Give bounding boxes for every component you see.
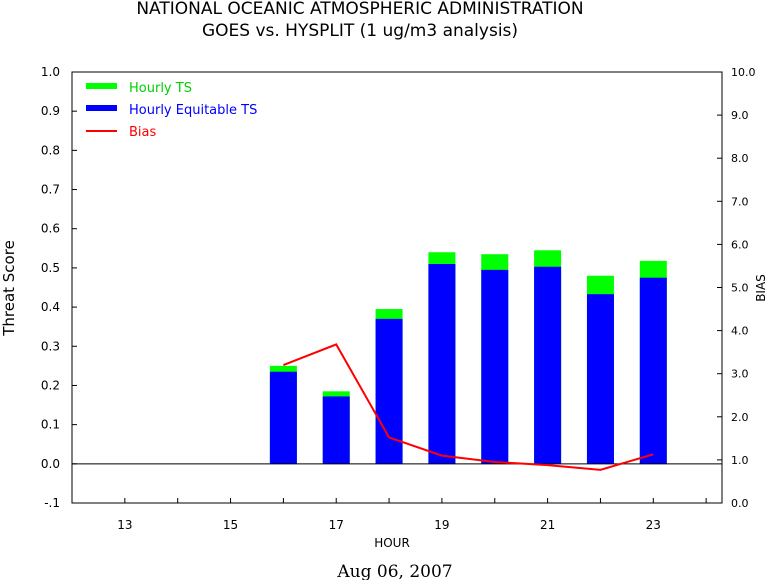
y-tick-label: -.1 bbox=[44, 496, 60, 510]
x-tick-label: 17 bbox=[329, 518, 344, 532]
x-tick-label: 15 bbox=[223, 518, 238, 532]
bias-line bbox=[283, 343, 654, 471]
y2-axis-label: BIAS bbox=[754, 274, 767, 302]
x-tick-label: 19 bbox=[434, 518, 449, 532]
x-tick-label: 21 bbox=[540, 518, 555, 532]
y-tick-label: 0.5 bbox=[41, 261, 60, 275]
bar-hourly-equitable-ts bbox=[534, 266, 562, 464]
y2-tick-label: 0.0 bbox=[731, 497, 749, 510]
date-label: Aug 06, 2007 bbox=[336, 562, 452, 580]
legend-label: Bias bbox=[129, 125, 156, 140]
bias-line-group bbox=[283, 343, 654, 471]
y2-tick-label: 5.0 bbox=[731, 282, 749, 295]
bar-hourly-equitable-ts bbox=[481, 269, 509, 464]
y2-tick-label: 6.0 bbox=[731, 238, 749, 251]
bar-hourly-equitable-ts bbox=[428, 263, 456, 464]
right-axis: 0.0 1.0 2.0 3.0 4.0 5.0 6.0 7.0 8.0 9.0 10.0 bbox=[717, 66, 756, 510]
bar-hourly-equitable-ts bbox=[586, 294, 614, 464]
y2-tick-label: 10.0 bbox=[731, 66, 756, 79]
y-tick-label: 0.2 bbox=[41, 378, 60, 392]
chart-subtitle: GOES vs. HYSPLIT (1 ug/m3 analysis) bbox=[202, 21, 518, 41]
y-tick-label: 0.7 bbox=[41, 183, 60, 197]
y-tick-label: 0.0 bbox=[41, 457, 60, 471]
y-axis-label: Threat Score bbox=[0, 240, 18, 337]
y-tick-label: 0.4 bbox=[41, 300, 60, 314]
y2-tick-label: 8.0 bbox=[731, 152, 749, 165]
y2-tick-label: 2.0 bbox=[731, 411, 749, 424]
y2-tick-label: 1.0 bbox=[731, 454, 749, 467]
legend-label: Hourly Equitable TS bbox=[129, 103, 257, 118]
legend: Hourly TS Hourly Equitable TS Bias bbox=[86, 81, 257, 140]
bar-hourly-equitable-ts bbox=[322, 396, 350, 464]
y2-tick-label: 7.0 bbox=[731, 195, 749, 208]
y-tick-label: 1.0 bbox=[41, 65, 60, 79]
bar-hourly-equitable-ts bbox=[269, 371, 297, 464]
x-tick-label: 13 bbox=[117, 518, 132, 532]
bar-hourly-equitable-ts bbox=[375, 318, 403, 464]
y-tick-label: 0.8 bbox=[41, 143, 60, 157]
left-axis: -.1 0.0 0.1 0.2 0.3 0.4 0.5 0.6 0.7 0.8 0.9 1.0 bbox=[41, 65, 77, 510]
y2-tick-label: 4.0 bbox=[731, 325, 749, 338]
x-tick-label: 23 bbox=[646, 518, 661, 532]
legend-swatch bbox=[86, 105, 117, 111]
bars bbox=[72, 250, 722, 465]
y-tick-label: 0.1 bbox=[41, 418, 60, 432]
y2-tick-label: 9.0 bbox=[731, 109, 749, 122]
chart-title: NATIONAL OCEANIC ATMOSPHERIC ADMINISTRAT… bbox=[136, 0, 583, 19]
x-axis: 13 15 17 19 21 23 bbox=[117, 498, 707, 532]
y2-tick-label: 3.0 bbox=[731, 368, 749, 381]
x-axis-label: HOUR bbox=[374, 536, 410, 550]
legend-label: Hourly TS bbox=[129, 81, 192, 96]
bar-hourly-equitable-ts bbox=[639, 277, 667, 464]
y-tick-label: 0.3 bbox=[41, 339, 60, 353]
y-tick-label: 0.6 bbox=[41, 222, 60, 236]
y-tick-label: 0.9 bbox=[41, 104, 60, 118]
legend-swatch bbox=[86, 83, 117, 89]
